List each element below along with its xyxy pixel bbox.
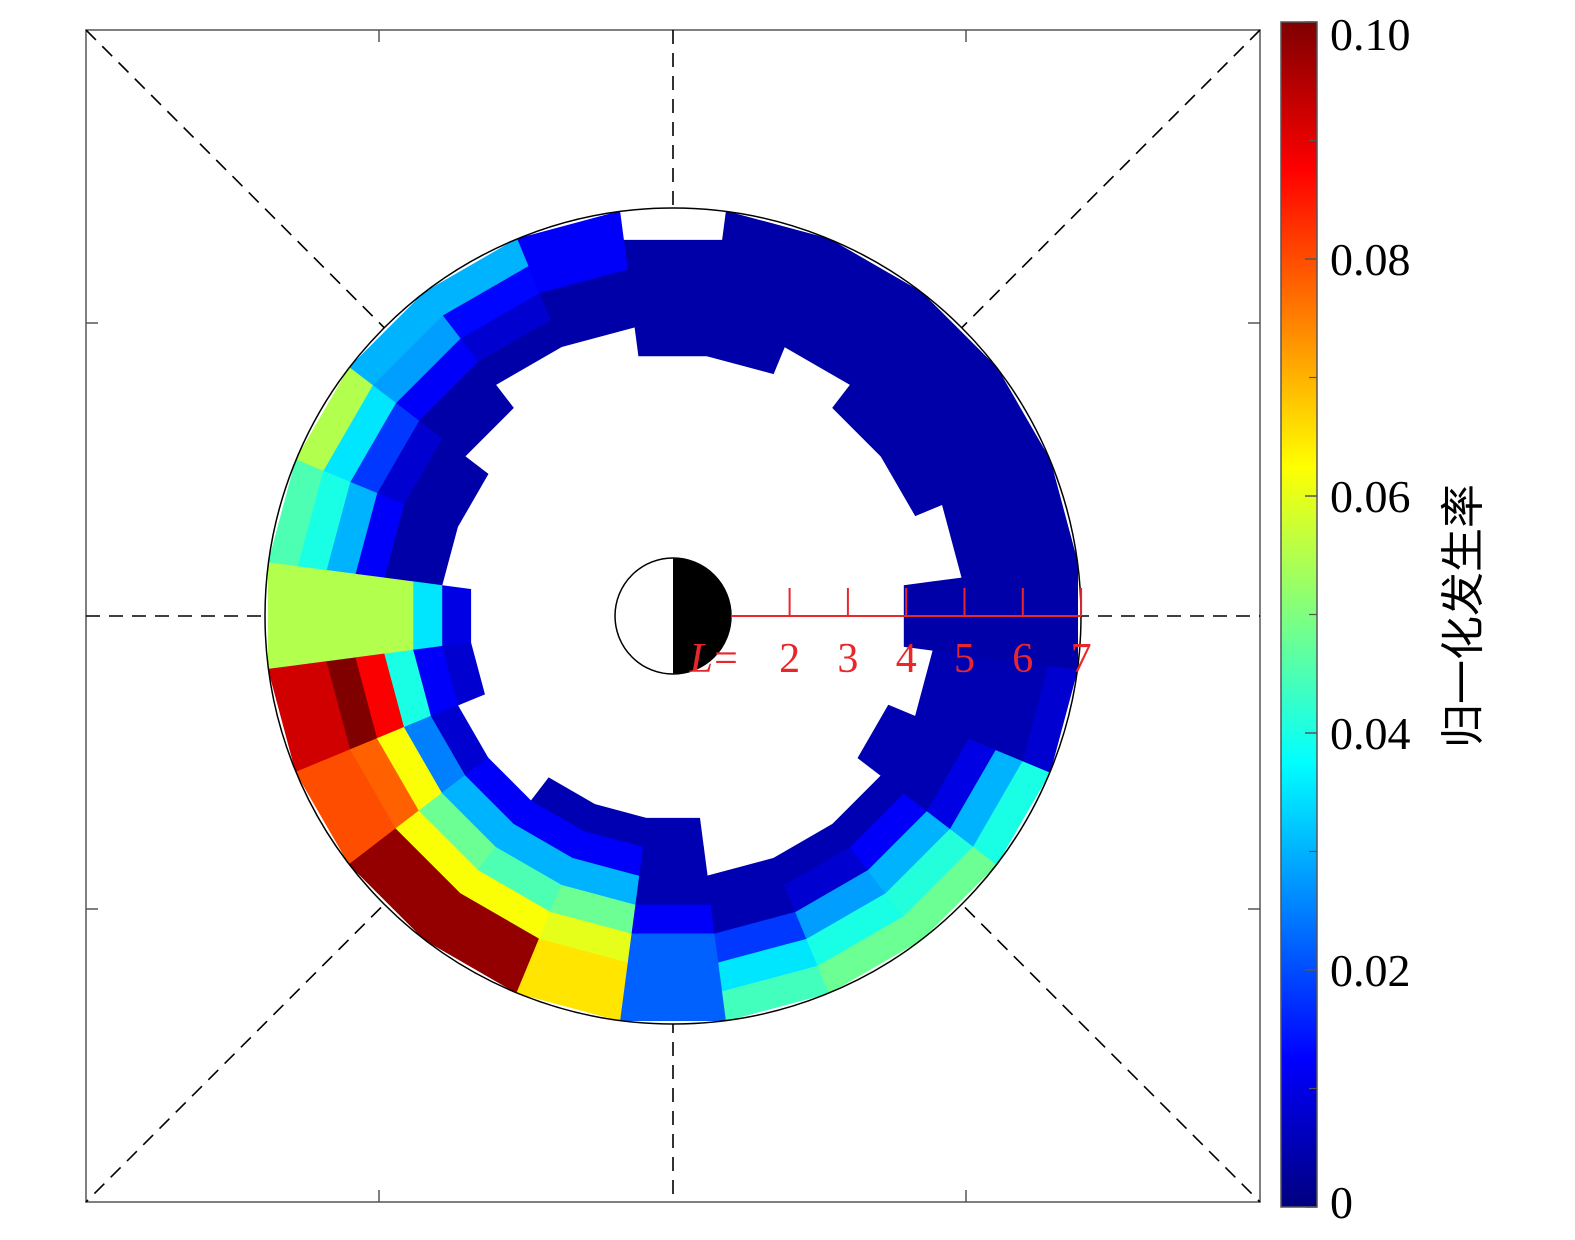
frame-ticks xyxy=(86,30,1260,1202)
heatmap-cell xyxy=(630,904,716,935)
heatmap-cell xyxy=(441,585,472,647)
l-axis-tick-label: 4 xyxy=(896,636,917,682)
colorbar-tick-label: 0.02 xyxy=(1330,945,1411,996)
heatmap-cell xyxy=(296,566,327,666)
heatmap-cell xyxy=(642,817,704,848)
colorbar-tick-label: 0 xyxy=(1330,1177,1353,1228)
heatmap-cell xyxy=(634,875,712,906)
heatmap-cell xyxy=(626,933,720,964)
l-axis-equals: = xyxy=(714,636,738,682)
l-axis-tick-label: 3 xyxy=(837,636,858,682)
heatmap-cell xyxy=(267,562,298,670)
colorbar-ticks: 0.10 0.08 0.06 0.04 0.02 0 xyxy=(1305,9,1411,1228)
colorbar-tick-label: 0.10 xyxy=(1330,9,1411,60)
earth-nightside xyxy=(673,558,731,674)
l-axis-tick-label: 5 xyxy=(954,636,975,682)
heatmap-cell xyxy=(638,846,708,877)
l-axis-tick-label: 6 xyxy=(1012,636,1033,682)
earth-icon xyxy=(614,557,732,675)
colorbar-label: 归一化发生率 xyxy=(1438,484,1489,748)
colorbar-tick-label: 0.06 xyxy=(1330,471,1411,522)
heatmap-sectors xyxy=(267,210,1079,1022)
colorbar-tick-label: 0.04 xyxy=(1330,708,1411,759)
heatmap-cell xyxy=(412,581,443,651)
heatmap-cell xyxy=(383,577,414,655)
heatmap-cell xyxy=(634,326,712,357)
l-axis-tick-label: 7 xyxy=(1071,636,1092,682)
colorbar-tick-label: 0.08 xyxy=(1330,234,1411,285)
l-axis: 2 3 4 5 6 7 L = xyxy=(689,588,1092,682)
heatmap-cell xyxy=(619,991,727,1022)
heatmap-cell xyxy=(623,962,723,993)
heatmap-cell xyxy=(626,268,720,299)
heatmap-cell xyxy=(630,297,716,328)
heatmap-cell xyxy=(354,573,385,659)
heatmap-cell xyxy=(325,569,356,663)
l-axis-prefix: L xyxy=(689,636,713,682)
l-axis-tick-label: 2 xyxy=(779,636,800,682)
heatmap-cell xyxy=(623,239,723,270)
